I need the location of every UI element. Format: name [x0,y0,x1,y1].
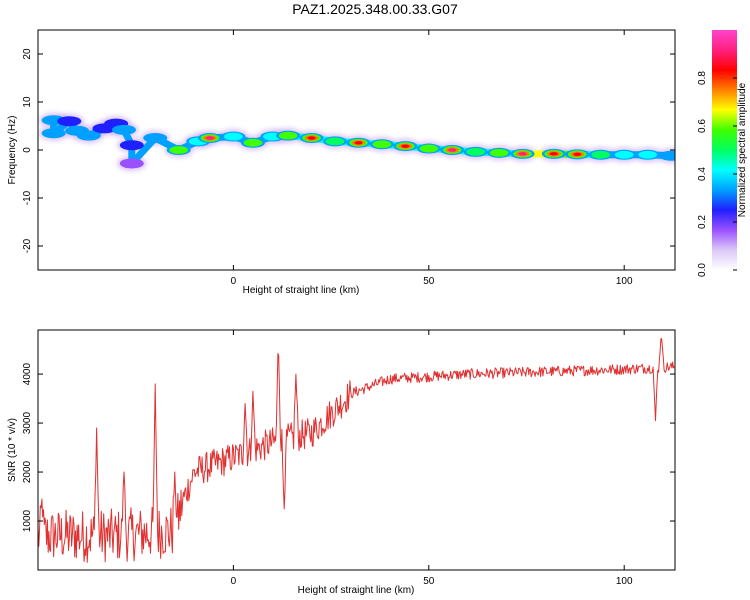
freq-tick-label-10: 10 [22,96,33,108]
spectrogram-blob-29-3 [573,152,582,157]
colorbar-tick-label-0.8: 0.8 [697,71,708,85]
bottom-x-tick-label-0: 0 [231,576,237,587]
chart-title: PAZ1.2025.348.00.33.G07 [292,1,458,17]
spectrogram-panel: -20 -10 0 10 20 0 50 100 Height of straight li… [7,29,676,296]
spectrogram-blob-17-2 [281,132,295,139]
spectrogram-blob-4-0 [76,130,101,141]
colorbar-tick-label-0.2: 0.2 [697,215,708,229]
spectrogram-blob-19-1 [325,137,345,146]
top-x-tick-label-50: 50 [423,276,435,287]
colorbar-tick-label-0.0: 0.0 [697,263,708,277]
spectrogram-blob-30-1 [591,150,611,159]
top-x-tick-label-0: 0 [231,276,237,287]
spectrogram-blob-31-1 [614,150,634,159]
freq-tick-label-0: 0 [22,147,33,153]
snr-tick-label-1000: 1000 [22,509,33,532]
spectrogram-blob-8-0 [119,140,144,151]
spectrogram-blob-25-1 [466,148,486,156]
colorbar-ticks: 0.0 0.2 0.4 0.6 0.8 [697,71,737,277]
spectrogram-blob-15-2 [246,140,260,146]
spectrogram-blob-13-3 [205,136,215,140]
spectrogram-blob-10-1 [145,134,165,142]
spectrogram-blob-28-3 [549,152,558,156]
colorbar-tick-label-0.6: 0.6 [697,119,708,133]
colorbar-tick-label-0.4: 0.4 [697,167,708,181]
freq-tick-label--10: -10 [22,190,33,205]
top-height-axis: 0 50 100 [231,30,633,287]
spectrogram-blob-22-3 [401,144,410,148]
spectrogram-blob-21-2 [375,141,389,148]
frequency-axis: -20 -10 0 10 20 [22,48,675,253]
spectrogram-blob-11-2 [171,147,186,153]
spectrogram-blob-27-3 [518,152,527,156]
spectrogram-blob-2-0 [57,116,82,127]
top-xlabel: Height of straight line (km) [243,285,360,296]
spectrogram-marks [38,112,675,172]
snr-axis: 1000 2000 3000 4000 [22,363,675,532]
spectrogram-blob-23-2 [422,145,436,152]
colorbar-label: Normalized spectral amplitude [737,82,748,217]
spectrogram-blob-32-1 [638,150,658,159]
top-x-tick-label-100: 100 [616,276,633,287]
snr-tick-label-4000: 4000 [22,363,33,386]
spectrogram-blob-7-0 [111,124,136,135]
freq-tick-label-20: 20 [22,48,33,60]
bottom-x-tick-label-100: 100 [616,576,633,587]
bottom-ylabel: SNR (10 * v/v) [7,418,18,482]
snr-tick-label-3000: 3000 [22,412,33,435]
bottom-x-tick-label-50: 50 [423,576,435,587]
spectrogram-blob-33-1 [661,151,675,160]
spectrogram-blob-18-3 [307,136,316,140]
colorbar: 0.0 0.2 0.4 0.6 0.8 Normalized spectral ampl… [697,30,748,277]
colorbar-fill [712,30,737,270]
bottom-height-axis: 0 50 100 [231,330,633,587]
top-ylabel: Frequency (Hz) [7,116,18,185]
spectrogram-blob-14-1 [224,132,243,141]
spectrogram-blob-1-0 [41,128,66,139]
snr-tick-label-2000: 2000 [22,460,33,483]
bottom-xlabel: Height of straight line (km) [298,585,415,596]
spectrogram-blob-26-2 [492,150,506,156]
snr-frame [37,329,676,571]
spectrogram-blob-20-3 [354,141,363,145]
spectrogram-blob-24-3 [448,148,457,152]
spectrogram-blob-9-0 [119,158,144,169]
snr-panel: 1000 2000 3000 4000 0 50 100 Height of straig… [7,329,676,596]
snr-series-line [38,338,675,563]
freq-tick-label--20: -20 [22,238,33,253]
